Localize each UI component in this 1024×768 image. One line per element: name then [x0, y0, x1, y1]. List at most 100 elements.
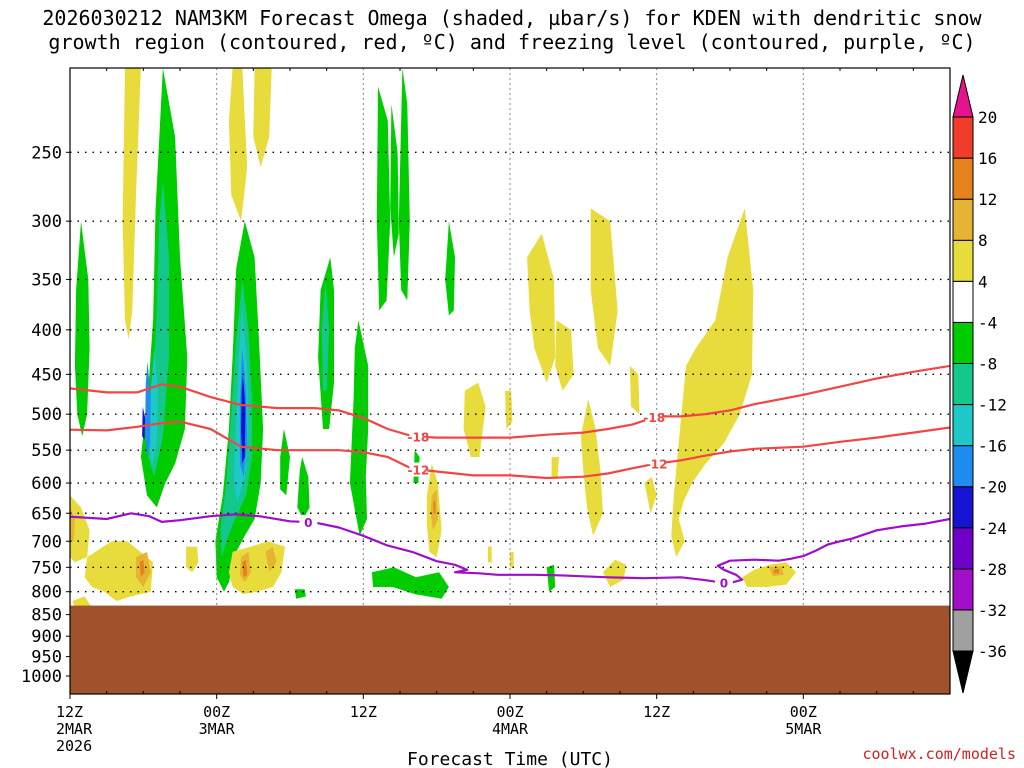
omega-area-small-1	[445, 221, 455, 316]
colorbar-label-12: 12	[978, 190, 997, 209]
colorbar-bin--32	[952, 568, 974, 611]
omega-area-col-2	[398, 68, 410, 301]
colorbar-bin--4	[952, 280, 974, 323]
omega-area-hot-2	[242, 559, 248, 578]
y-tick-label-350: 350	[31, 270, 62, 290]
omega-area-sink-2	[228, 68, 248, 222]
x-tick-label-0-2: 2026	[56, 737, 92, 755]
colorbar-bin-4	[952, 239, 974, 282]
colorbar-bin--24	[952, 486, 974, 529]
omega-area-sink-6	[590, 208, 618, 366]
omega-area-sink-4	[527, 233, 556, 383]
omega-area-hot-1	[139, 559, 145, 578]
colorbar-label--24: -24	[978, 519, 1007, 538]
omega-area-hot-3	[433, 501, 436, 514]
x-tick-label-24-0: 12Z	[350, 703, 377, 721]
contour-label--18-1: -18	[643, 411, 665, 425]
omega-area-low-1	[371, 567, 449, 599]
contour-label-0-0: 0	[304, 516, 312, 530]
colorbar-label--16: -16	[978, 437, 1007, 456]
y-tick-label-500: 500	[31, 405, 62, 425]
omega-area-hot-4	[774, 569, 779, 574]
x-tick-label-36-1: 4MAR	[492, 720, 529, 738]
contour-label-0-1: 0	[720, 577, 728, 591]
omega-area-sink-16	[602, 559, 627, 587]
omega-area-warm-3	[265, 546, 277, 573]
colorbar-label-20: 20	[978, 108, 997, 127]
colorbar-label--36: -36	[978, 642, 1007, 661]
colorbar-label--32: -32	[978, 601, 1007, 620]
x-tick-label-12-1: 3MAR	[199, 720, 236, 738]
y-tick-label-750: 750	[31, 558, 62, 578]
contour--18	[70, 364, 950, 439]
omega-area-lift-main-1e	[142, 406, 146, 440]
omega-area-sink-10	[463, 382, 486, 457]
x-tick-label-36-0: 00Z	[496, 703, 523, 721]
y-tick-label-900: 900	[31, 627, 62, 647]
y-tick-label-1000: 1000	[21, 667, 62, 687]
omega-area-col-1	[376, 86, 391, 311]
contour-label-bg	[714, 575, 733, 590]
colorbar-bin--28	[952, 527, 974, 570]
y-tick-label-300: 300	[31, 212, 62, 232]
contour-label-bg	[647, 456, 666, 471]
gridlines	[70, 68, 950, 606]
contour-0	[70, 512, 950, 585]
omega-area-mid-3	[280, 429, 290, 496]
colorbar-bin-8	[952, 198, 974, 241]
omega-area-mid-4	[349, 320, 369, 536]
omega-area-upslope-left	[74, 221, 90, 437]
colorbar-label-4: 4	[978, 272, 988, 291]
omega-area-sink-12	[551, 457, 559, 477]
omega-area-lift-main-1d	[145, 361, 151, 457]
x-tick-label-60-0: 00Z	[790, 703, 817, 721]
omega-area-sink-8	[629, 365, 640, 415]
contour-label--12-0: -12	[407, 464, 429, 478]
colorbar-bin--36	[952, 609, 974, 652]
x-axis-label: Forecast Time (UTC)	[407, 749, 613, 768]
branding-credit: coolwx.com/models	[862, 745, 1016, 763]
colorbar-label-8: 8	[978, 231, 988, 250]
colorbar-bin--12	[952, 363, 974, 406]
y-tick-label-250: 250	[31, 143, 62, 163]
omega-area-low-2	[294, 589, 306, 599]
colorbar-label--8: -8	[978, 354, 997, 373]
colorbar-label--20: -20	[978, 478, 1007, 497]
omega-area-sink-17	[742, 562, 796, 587]
chart-title-line-2: growth region (contoured, red, ºC) and f…	[48, 30, 976, 54]
contour-label-bg	[299, 515, 318, 530]
y-tick-label-650: 650	[31, 504, 62, 524]
omega-area-sink-7	[671, 208, 754, 558]
colorbar-label--28: -28	[978, 560, 1007, 579]
colorbar-bin--16	[952, 404, 974, 447]
omega-area-lift-main-1c	[149, 348, 158, 467]
x-tick-label-0-0: 12Z	[56, 703, 83, 721]
omega-area-lift-main-2e	[241, 374, 246, 464]
omega-area-mid-2	[297, 457, 310, 519]
omega-area-sink-1	[122, 68, 141, 340]
colorbar: -36 -32 -28 -24 -20 -16 -12 -8 -4 4 8 12 16 20	[952, 74, 1007, 694]
y-tick-label-600: 600	[31, 474, 62, 494]
colorbar-bin-16	[952, 116, 974, 159]
omega-area-sink-15	[510, 551, 514, 568]
omega-area-sink-3	[253, 68, 272, 168]
x-tick-label-12-0: 00Z	[203, 703, 230, 721]
y-tick-label-950: 950	[31, 648, 62, 668]
colorbar-bin--20	[952, 445, 974, 488]
omega-area-sink-14	[488, 546, 492, 563]
contour-label--18-0: -18	[407, 431, 429, 445]
omega-area-sink-9	[580, 398, 603, 536]
chart-title-line-1: 2026030212 NAM3KM Forecast Omega (shaded…	[42, 6, 982, 30]
omega-area-sink-19	[84, 541, 154, 601]
terrain-layer	[70, 605, 950, 694]
contour-label--12-1: -12	[646, 458, 668, 472]
y-tick-label-450: 450	[31, 365, 62, 385]
colorbar-bin-12	[952, 157, 974, 200]
omega-area-low-3	[546, 564, 556, 592]
x-tick-label-48-0: 12Z	[643, 703, 670, 721]
y-tick-label-850: 850	[31, 606, 62, 626]
omega-area-sink-5	[555, 320, 574, 391]
contour-label-bg	[645, 410, 664, 425]
y-tick-label-400: 400	[31, 321, 62, 341]
